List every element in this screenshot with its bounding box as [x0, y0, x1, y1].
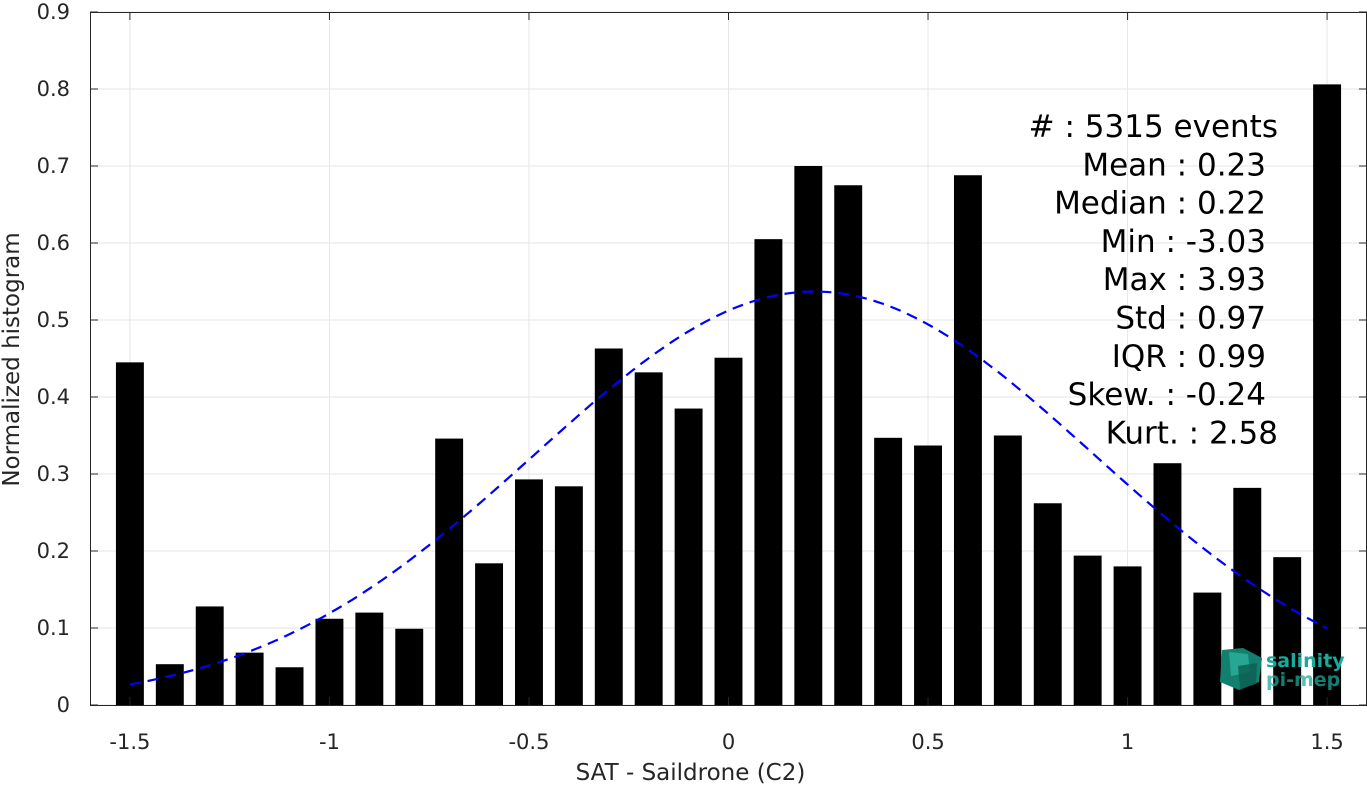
- histogram-bar: [674, 408, 703, 705]
- y-tick-label: 0: [57, 693, 70, 717]
- histogram-bar: [993, 435, 1022, 705]
- stat-line: Median : 0.22: [1054, 186, 1266, 222]
- stat-line: Std : 0.97: [1115, 301, 1266, 337]
- x-tick-label: 1: [1121, 730, 1134, 754]
- histogram-bar: [1073, 555, 1102, 705]
- y-tick-label: 0.1: [37, 616, 70, 640]
- bars: [115, 84, 1342, 706]
- histogram-bar: [395, 628, 424, 705]
- histogram-bar: [794, 166, 823, 705]
- y-tick-label: 0.9: [37, 0, 70, 24]
- histogram-bar: [315, 618, 344, 705]
- x-axis-label: SAT - Saildrone (C2): [576, 760, 806, 785]
- stat-line: Mean : 0.23: [1082, 147, 1266, 183]
- histogram-bar: [1113, 566, 1142, 705]
- histogram-bar: [1313, 84, 1342, 705]
- y-tick-label: 0.3: [37, 462, 70, 486]
- salinity-pi-mep-logo: salinity pi-mep: [1220, 648, 1345, 691]
- histogram-bar: [435, 438, 464, 705]
- logo-line1: salinity: [1266, 650, 1345, 672]
- histogram-bar: [914, 445, 942, 705]
- x-tick-label: -0.5: [508, 730, 549, 754]
- y-tick-label: 0.6: [37, 231, 70, 255]
- y-tick-label: 0.8: [37, 77, 70, 101]
- histogram-bar: [275, 667, 304, 705]
- y-tick-label: 0.2: [37, 539, 70, 563]
- stat-line: IQR : 0.99: [1112, 339, 1266, 375]
- ticks: [90, 11, 1367, 706]
- y-axis-label: Normalized histogram: [0, 232, 25, 486]
- histogram-bar: [355, 612, 384, 705]
- x-tick-label: 0: [722, 730, 735, 754]
- logo-line2: pi-mep: [1266, 669, 1340, 691]
- y-tick-label: 0.7: [37, 154, 70, 178]
- histogram-bar: [235, 652, 264, 705]
- histogram-bar: [195, 606, 224, 705]
- stat-line: Skew. : -0.24: [1068, 377, 1266, 413]
- x-tick-label: 1.5: [1310, 730, 1343, 754]
- x-tick-label: -1: [319, 730, 340, 754]
- histogram-bar: [634, 372, 663, 705]
- x-tick-labels: -1.5 -1 -0.5 0 0.5 1 1.5: [109, 730, 1343, 754]
- histogram-bar: [1193, 592, 1222, 705]
- stat-line: Max : 3.93: [1103, 262, 1266, 298]
- histogram-bar: [1033, 503, 1062, 705]
- histogram-bar: [874, 437, 903, 705]
- histogram-bar: [953, 175, 982, 706]
- histogram-bar: [554, 486, 583, 705]
- y-tick-label: 0.4: [37, 385, 70, 409]
- histogram-bar: [834, 185, 863, 705]
- x-tick-label: -1.5: [109, 730, 150, 754]
- histogram-bar: [754, 239, 783, 705]
- stat-line: Kurt. : 2.58: [1106, 415, 1278, 451]
- histogram-bar: [1153, 463, 1182, 705]
- gaussian-fit-curve: [129, 290, 1328, 686]
- histogram-bar: [1273, 557, 1302, 705]
- histogram-bar: [515, 479, 543, 705]
- histogram-bar: [115, 362, 144, 705]
- stat-line: Min : -3.03: [1101, 224, 1266, 260]
- logo-cube-icon: [1220, 648, 1262, 690]
- x-tick-label: 0.5: [911, 730, 944, 754]
- histogram-bar: [594, 348, 623, 705]
- histogram-bar: [475, 563, 504, 705]
- histogram-bar: [155, 664, 184, 705]
- histogram-bar: [714, 357, 743, 705]
- stat-line: # : 5315 events: [1029, 109, 1278, 145]
- y-tick-labels: 0 0.1 0.2 0.3 0.4 0.5 0.6 0.7 0.8 0.9: [37, 0, 70, 717]
- y-tick-label: 0.5: [37, 308, 70, 332]
